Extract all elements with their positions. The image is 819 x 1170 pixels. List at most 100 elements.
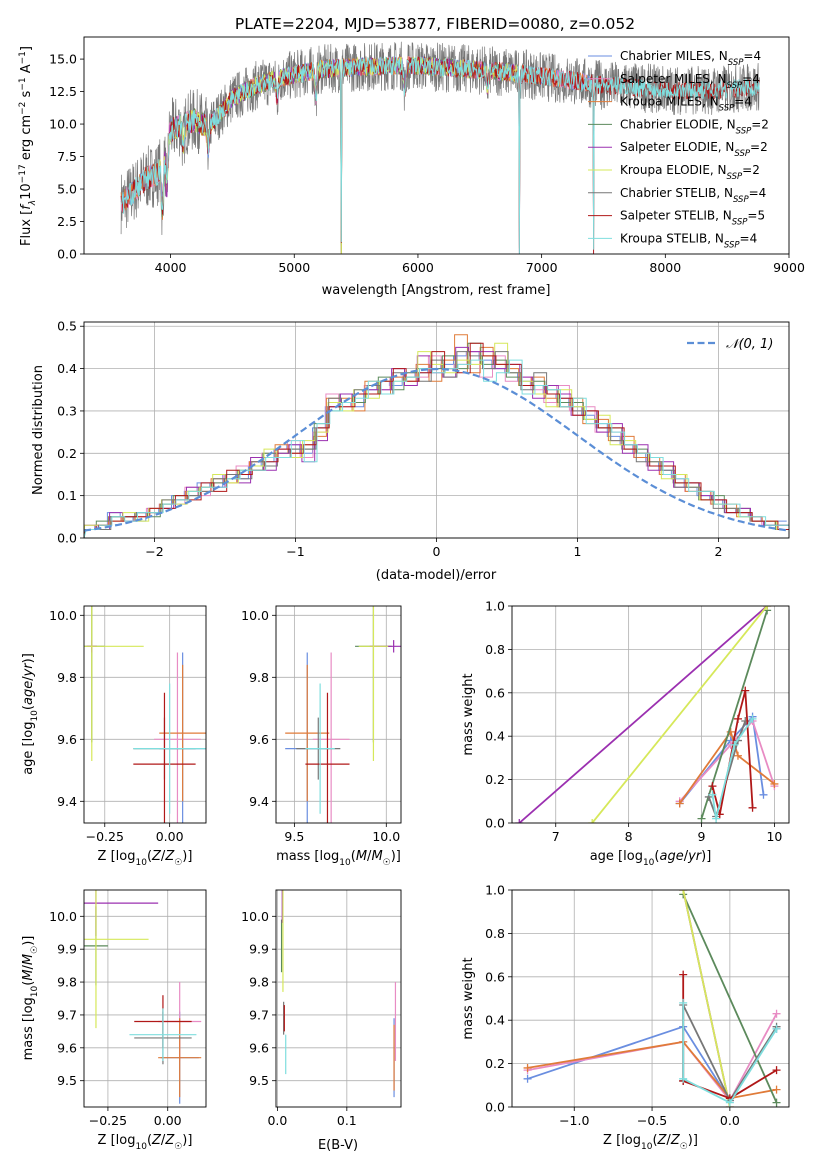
legend-nssp-sub: SSP — [736, 126, 752, 136]
plot-area-weight-vs-age — [515, 606, 779, 823]
panel-weight-vs-Z: −1.0 −0.5 0.00.00.20.40.60.81.0Z [log10(Z/… — [461, 883, 790, 1152]
x-tick-label: 5000 — [278, 260, 310, 275]
legend-entry: Chabrier ELODIE, NSSP=2 — [620, 117, 769, 136]
y-axis-label: Normed distribution — [31, 365, 46, 495]
legend-label: Kroupa MILES — [620, 95, 702, 109]
y-tick-label: 0.0 — [57, 247, 77, 262]
x-axis-label: Z [log10(Z/Z☉)] — [98, 849, 193, 868]
legend-eq: = — [740, 231, 750, 245]
legend-nssp-prefix: , N — [715, 209, 732, 223]
spectrum-series-line — [120, 56, 760, 254]
axes-frame — [275, 889, 402, 1108]
x-tick-label: 10.0 — [372, 829, 400, 844]
y-tick-label: 9.6 — [249, 1040, 269, 1055]
label-part: A — [19, 64, 34, 77]
legend-nssp-sub: SSP — [719, 104, 735, 114]
legend-nssp-value: 4 — [750, 231, 758, 245]
y-axis-label: mass weight — [461, 673, 476, 755]
panel-mass-vs-ebv: 0.0 0.1 9.5 9.6 9.7 9.8 9.9 10.0 E(B-V) — [241, 889, 402, 1153]
x-tick-label: 9.5 — [284, 829, 304, 844]
label-part: / — [21, 676, 36, 681]
weight-marker — [772, 1085, 781, 1094]
label-part: / — [161, 1133, 166, 1148]
x-axis-label: (data-model)/error — [376, 568, 497, 583]
label-part: ] — [19, 46, 34, 51]
y-tick-label: 12.5 — [49, 84, 77, 99]
label-part: age — [21, 681, 36, 705]
legend-nssp-prefix: , N — [719, 117, 736, 131]
y-tick-label: 9.5 — [57, 1073, 77, 1088]
label-part: )] — [701, 849, 711, 864]
x-tick-label: −0.25 — [86, 829, 124, 844]
weight-marker — [679, 890, 688, 894]
label-part: Z — [670, 1133, 681, 1148]
weight-series — [679, 890, 781, 1107]
label-part: M — [371, 849, 382, 864]
weight-marker — [675, 799, 684, 808]
y-tick-label: 0.1 — [57, 488, 77, 503]
y-tick-label: 2.5 — [57, 214, 77, 229]
errorbar-point — [312, 652, 350, 823]
y-tick-label: 15.0 — [49, 52, 77, 67]
y-tick-label: 9.6 — [57, 732, 77, 747]
y-axis-label: age [log10(age/yr)] — [21, 653, 40, 775]
label-part: ( — [147, 849, 152, 864]
legend-nssp-prefix: , N — [716, 186, 733, 200]
errorbar-point — [305, 683, 335, 814]
y-tick-label: 0.4 — [485, 1013, 505, 1028]
label-part: −1 — [18, 77, 28, 90]
label-part: M — [21, 969, 36, 980]
y-tick-label: 9.9 — [57, 942, 77, 957]
y-tick-label: 5.0 — [57, 182, 77, 197]
weight-marker — [772, 1098, 781, 1107]
legend-nssp-value: 5 — [757, 209, 765, 223]
y-axis-label: Flux [fλ10−17 erg cm−2 s−1 A−1] — [18, 46, 38, 246]
weight-line — [682, 890, 731, 1107]
histogram-series-0 — [84, 351, 787, 538]
errorbar-point — [84, 890, 149, 1029]
legend-eq: = — [747, 209, 757, 223]
label-part: / — [666, 1133, 671, 1148]
x-axis-label: Z [log10(Z/Z☉)] — [98, 1133, 193, 1152]
x-tick-label: 7 — [552, 829, 560, 844]
legend-nssp-prefix: , N — [710, 163, 727, 177]
plot-area-residuals — [84, 334, 789, 538]
legend-nssp-sub: SSP — [727, 172, 743, 182]
figure-title: PLATE=2204, MJD=53877, FIBERID=0080, z=0… — [235, 15, 635, 33]
label-part: )] — [182, 849, 192, 864]
y-tick-label: 9.5 — [249, 1073, 269, 1088]
axes-frame — [275, 605, 402, 824]
spectrum-series-line — [157, 56, 518, 254]
y-tick-label: 9.6 — [57, 1040, 77, 1055]
label-part: 10 — [641, 1142, 653, 1152]
x-axis-label: wavelength [Angstrom, rest frame] — [322, 283, 551, 298]
y-tick-label: 9.4 — [57, 794, 77, 809]
legend-label: Kroupa ELODIE — [620, 163, 710, 177]
legend-nssp-value: 2 — [761, 117, 769, 131]
legend-entry: Salpeter ELODIE, NSSP=2 — [620, 140, 768, 159]
label-part: ( — [21, 981, 36, 986]
x-axis-label: Z [log10(Z/Z☉)] — [603, 1133, 698, 1152]
label-part: / — [21, 964, 36, 969]
y-tick-label: 0.4 — [485, 729, 505, 744]
label-part: Z — [151, 1133, 162, 1148]
plot-area-mass-vs-Z — [84, 890, 202, 1104]
y-axis-label: mass weight — [461, 957, 476, 1039]
histogram-series-8 — [84, 359, 789, 538]
label-part: −2 — [18, 102, 28, 115]
label-part: mass [log — [21, 997, 36, 1060]
panel-mass-vs-Z: −0.25 0.009.59.69.79.89.910.0Z [log10(Z/Z… — [21, 889, 207, 1152]
weight-marker — [748, 803, 757, 812]
label-part: )] — [688, 1133, 698, 1148]
label-part: ☉ — [174, 858, 182, 868]
label-part: ( — [147, 1133, 152, 1148]
label-part: / — [367, 849, 372, 864]
weight-marker — [708, 782, 717, 791]
legend-label: Salpeter STELIB — [620, 209, 715, 223]
y-tick-label: 9.8 — [57, 975, 77, 990]
label-part: ☉ — [174, 1142, 182, 1152]
weight-line — [591, 606, 768, 823]
panel-residuals: −2 −1 0 1 2 0.0 0.1 0.2 0.3 0.4 0.5 𝒩(0, 1) (data-mo… — [31, 319, 790, 583]
label-part: 10 — [339, 858, 351, 868]
